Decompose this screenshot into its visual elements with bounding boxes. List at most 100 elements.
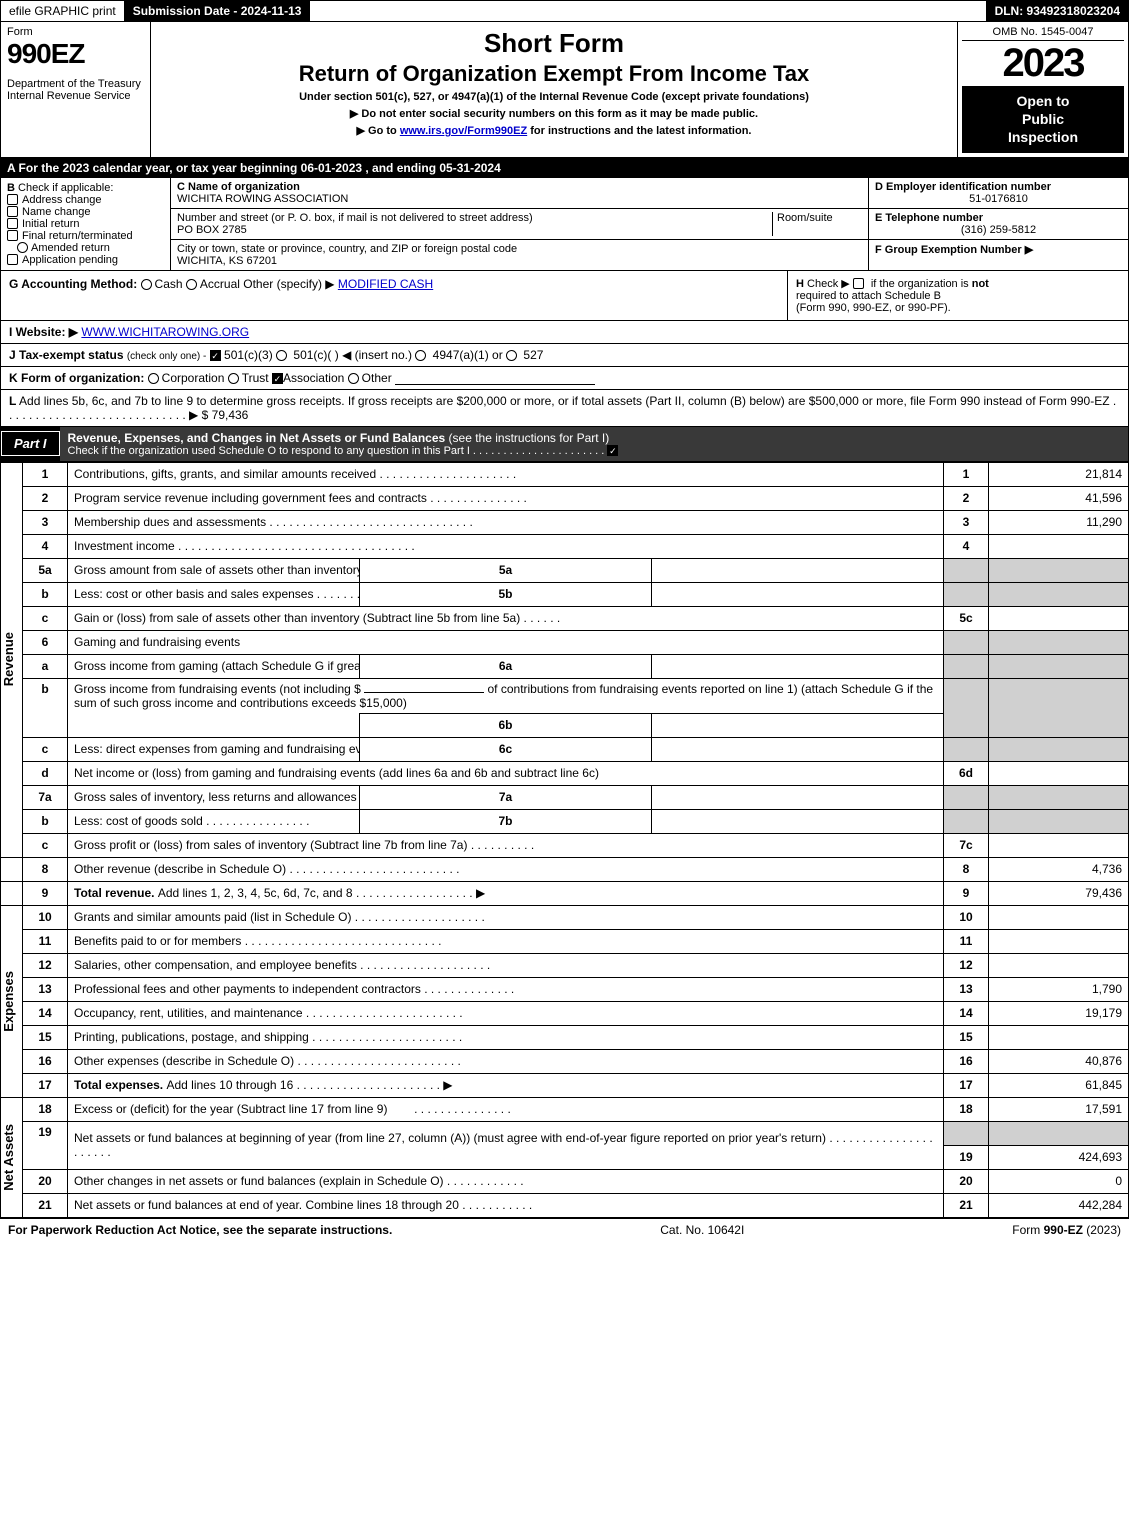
checkbox-icon[interactable] <box>7 194 18 205</box>
amt-1: 21,814 <box>989 462 1129 486</box>
topbar-spacer <box>310 1 986 21</box>
table-row: 5a Gross amount from sale of assets othe… <box>1 558 1129 582</box>
org-name: WICHITA ROWING ASSOCIATION <box>177 193 348 205</box>
part-1-tab: Part I <box>1 431 60 456</box>
radio-icon[interactable] <box>17 242 28 253</box>
checkbox-checked-icon[interactable]: ✓ <box>210 350 221 361</box>
form-header: Form 990EZ Department of the Treasury In… <box>0 22 1129 158</box>
table-row: b Less: cost or other basis and sales ex… <box>1 582 1129 606</box>
ein: 51-0176810 <box>875 193 1122 205</box>
section-b-through-f: B Check if applicable: Address change Na… <box>0 178 1129 271</box>
submission-date: Submission Date - 2024-11-13 <box>125 1 311 21</box>
table-row: Revenue 1 Contributions, gifts, grants, … <box>1 462 1129 486</box>
radio-icon[interactable] <box>186 279 197 290</box>
gross-receipts: 79,436 <box>212 408 249 422</box>
box-b: B Check if applicable: Address change Na… <box>1 178 171 270</box>
table-row: 6 Gaming and fundraising events <box>1 630 1129 654</box>
amt-17: 61,845 <box>989 1073 1129 1097</box>
expenses-label: Expenses <box>1 971 16 1032</box>
line-l: L Add lines 5b, 6c, and 7b to line 9 to … <box>0 390 1129 427</box>
table-row: 3 Membership dues and assessments . . . … <box>1 510 1129 534</box>
table-row: Net Assets 18 Excess or (deficit) for th… <box>1 1097 1129 1121</box>
amt-21: 442,284 <box>989 1193 1129 1217</box>
table-row: c Less: direct expenses from gaming and … <box>1 737 1129 761</box>
table-row: 21 Net assets or fund balances at end of… <box>1 1193 1129 1217</box>
line-j: J Tax-exempt status (check only one) - ✓… <box>0 344 1129 367</box>
title-short-form: Short Form <box>159 28 949 59</box>
amt-9: 79,436 <box>989 881 1129 905</box>
table-row: 16 Other expenses (describe in Schedule … <box>1 1049 1129 1073</box>
table-row: 15 Printing, publications, postage, and … <box>1 1025 1129 1049</box>
table-row: 19 Net assets or fund balances at beginn… <box>1 1121 1129 1145</box>
checkbox-icon[interactable] <box>7 206 18 217</box>
table-row: a Gross income from gaming (attach Sched… <box>1 654 1129 678</box>
open-to-public: Open to Public Inspection <box>962 86 1124 153</box>
amt-19: 424,693 <box>989 1145 1129 1169</box>
checkbox-checked-icon[interactable]: ✓ <box>272 373 283 384</box>
amt-14: 19,179 <box>989 1001 1129 1025</box>
table-row: 2 Program service revenue including gove… <box>1 486 1129 510</box>
omb-number: OMB No. 1545-0047 <box>962 26 1124 41</box>
page-footer: For Paperwork Reduction Act Notice, see … <box>0 1218 1129 1241</box>
box-d-e-f: D Employer identification number 51-0176… <box>868 178 1128 270</box>
dln-label: DLN: 93492318023204 <box>987 1 1128 21</box>
radio-icon[interactable] <box>148 373 159 384</box>
table-row: 7a Gross sales of inventory, less return… <box>1 785 1129 809</box>
title-return: Return of Organization Exempt From Incom… <box>159 61 949 87</box>
amt-8: 4,736 <box>989 857 1129 881</box>
checkbox-icon[interactable] <box>7 218 18 229</box>
header-middle: Short Form Return of Organization Exempt… <box>151 22 958 157</box>
line-g-h: G Accounting Method: Cash Accrual Other … <box>0 271 1129 321</box>
city-state-zip: WICHITA, KS 67201 <box>177 255 277 267</box>
table-row: 4 Investment income . . . . . . . . . . … <box>1 534 1129 558</box>
table-row: 11 Benefits paid to or for members . . .… <box>1 929 1129 953</box>
line-g: G Accounting Method: Cash Accrual Other … <box>1 271 788 320</box>
form-number: 990EZ <box>7 38 144 70</box>
irs-link[interactable]: www.irs.gov/Form990EZ <box>400 125 527 137</box>
table-row: 13 Professional fees and other payments … <box>1 977 1129 1001</box>
table-row: 14 Occupancy, rent, utilities, and maint… <box>1 1001 1129 1025</box>
ssn-warning: ▶ Do not enter social security numbers o… <box>159 107 949 120</box>
amt-2: 41,596 <box>989 486 1129 510</box>
checkbox-icon[interactable] <box>853 278 864 289</box>
amt-16: 40,876 <box>989 1049 1129 1073</box>
line-h: H Check ▶ if the organization is not req… <box>788 271 1128 320</box>
radio-icon[interactable] <box>228 373 239 384</box>
subtitle: Under section 501(c), 527, or 4947(a)(1)… <box>159 91 949 103</box>
box-c: C Name of organization WICHITA ROWING AS… <box>171 178 868 270</box>
top-bar: efile GRAPHIC print Submission Date - 20… <box>0 0 1129 22</box>
table-row: 8 Other revenue (describe in Schedule O)… <box>1 857 1129 881</box>
accounting-method-link[interactable]: MODIFIED CASH <box>338 277 433 291</box>
efile-label: efile GRAPHIC print <box>1 1 125 21</box>
table-row: 12 Salaries, other compensation, and emp… <box>1 953 1129 977</box>
form-word: Form <box>7 26 144 38</box>
radio-icon[interactable] <box>348 373 359 384</box>
amt-20: 0 <box>989 1169 1129 1193</box>
website-link[interactable]: WWW.WICHITAROWING.ORG <box>81 325 249 339</box>
part-1-table: Revenue 1 Contributions, gifts, grants, … <box>0 462 1129 1218</box>
line-k: K Form of organization: Corporation Trus… <box>0 367 1129 390</box>
amt-18: 17,591 <box>989 1097 1129 1121</box>
phone: (316) 259-5812 <box>875 224 1122 236</box>
checkbox-checked-icon[interactable]: ✓ <box>607 445 618 456</box>
street: PO BOX 2785 <box>177 224 247 236</box>
table-row: c Gross profit or (loss) from sales of i… <box>1 833 1129 857</box>
cat-no: Cat. No. 10642I <box>660 1223 744 1237</box>
amt-13: 1,790 <box>989 977 1129 1001</box>
radio-icon[interactable] <box>141 279 152 290</box>
radio-icon[interactable] <box>415 350 426 361</box>
table-row: c Gain or (loss) from sale of assets oth… <box>1 606 1129 630</box>
radio-icon[interactable] <box>506 350 517 361</box>
part-1-title: Revenue, Expenses, and Changes in Net As… <box>60 427 1128 461</box>
goto-line: ▶ Go to www.irs.gov/Form990EZ for instru… <box>159 124 949 137</box>
other-blank <box>395 384 595 385</box>
line-a: A For the 2023 calendar year, or tax yea… <box>0 158 1129 178</box>
form-ref: Form 990-EZ (2023) <box>1012 1223 1121 1237</box>
paperwork-notice: For Paperwork Reduction Act Notice, see … <box>8 1223 392 1237</box>
checkbox-icon[interactable] <box>7 230 18 241</box>
tax-year: 2023 <box>962 41 1124 86</box>
checkbox-icon[interactable] <box>7 254 18 265</box>
irs-label: Internal Revenue Service <box>7 90 144 102</box>
table-row: Expenses 10 Grants and similar amounts p… <box>1 905 1129 929</box>
radio-icon[interactable] <box>276 350 287 361</box>
